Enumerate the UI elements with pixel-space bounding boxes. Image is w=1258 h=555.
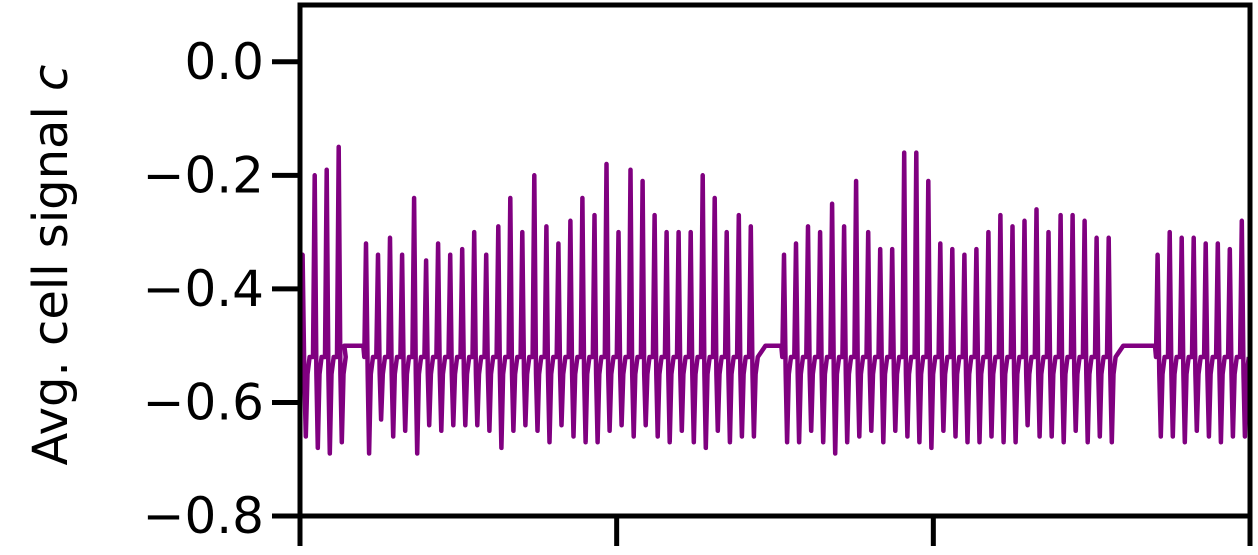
signal-series-line xyxy=(297,144,1252,456)
y-tick-label: −0.8 xyxy=(143,487,264,545)
axes-frame xyxy=(297,2,1253,519)
y-tick-label: −0.6 xyxy=(143,373,264,431)
y-axis-label-variable: c xyxy=(23,65,79,91)
y-axis-ticks: 0.0 −0.2 −0.4 −0.6 −0.8 xyxy=(143,33,300,545)
y-tick-label: −0.2 xyxy=(143,146,264,204)
plot-area xyxy=(297,144,1252,456)
y-axis-label: Avg. cell signal c xyxy=(23,65,79,466)
y-tick-label: −0.4 xyxy=(143,260,264,318)
y-tick-label: 0.0 xyxy=(184,33,264,91)
y-axis-label-text: Avg. cell signal xyxy=(23,91,79,466)
x-axis-ticks xyxy=(297,516,1253,546)
